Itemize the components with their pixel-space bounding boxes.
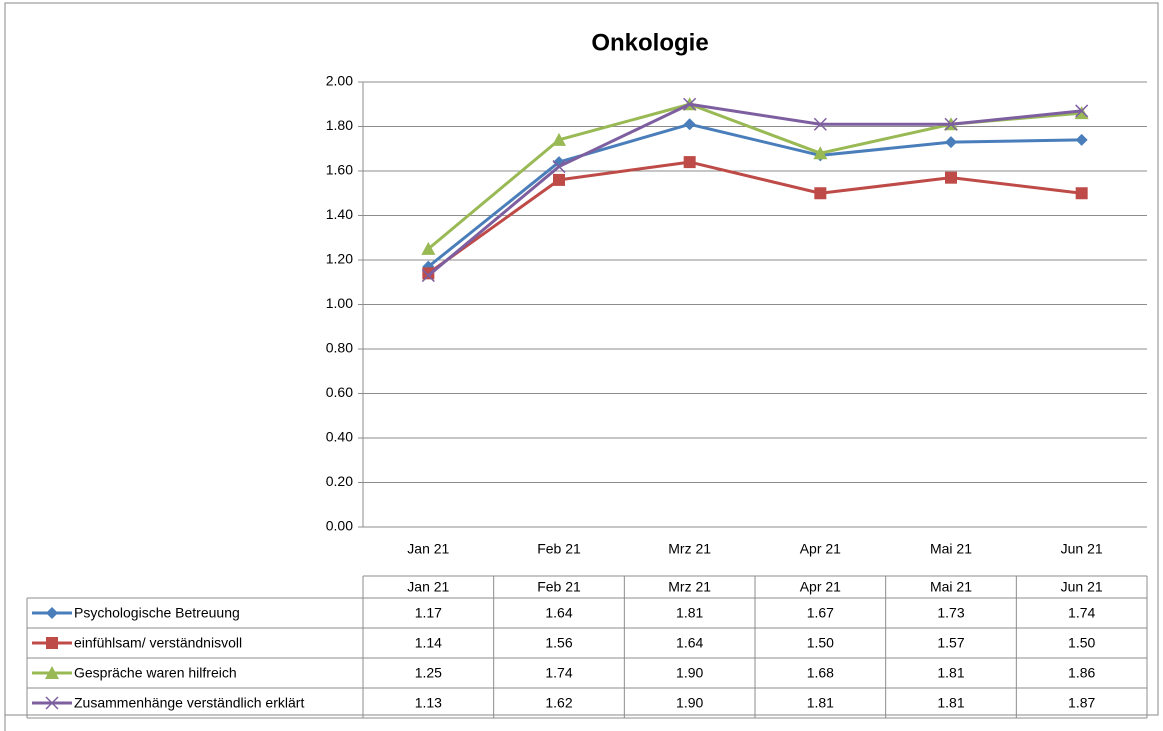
y-tick-label: 0.20	[326, 473, 353, 489]
marker	[945, 171, 957, 184]
marker	[683, 156, 696, 169]
table-header: Jun 21	[1061, 579, 1103, 595]
marker	[422, 267, 435, 280]
marker	[683, 97, 697, 111]
x-tick-label: Apr 21	[800, 541, 841, 557]
table-header: Mrz 21	[668, 579, 711, 595]
table-cell: 1.81	[676, 605, 703, 621]
x-tick-label: Jan 21	[407, 541, 449, 557]
y-tick-label: 1.00	[326, 295, 353, 311]
x-tick-label: Mrz 21	[668, 541, 711, 557]
legend-marker	[46, 637, 58, 649]
table-cell: 1.73	[937, 605, 964, 621]
marker	[813, 146, 828, 160]
legend-marker	[45, 666, 59, 679]
table-header: Apr 21	[800, 579, 841, 595]
marker	[421, 241, 436, 255]
y-tick-label: 1.20	[326, 251, 353, 267]
table-header: Mai 21	[930, 579, 972, 595]
y-tick-label: 1.80	[326, 117, 353, 133]
table-cell: 1.62	[545, 695, 572, 711]
marker	[553, 173, 565, 186]
table-cell: 1.74	[1068, 605, 1095, 621]
x-tick-label: Feb 21	[537, 541, 581, 557]
y-tick-label: 1.40	[326, 206, 353, 222]
legend-marker	[45, 696, 59, 710]
table-cell: 1.64	[676, 635, 703, 651]
table-cell: 1.90	[676, 695, 703, 711]
y-tick-label: 0.00	[326, 518, 353, 534]
y-tick-label: 1.60	[326, 162, 353, 178]
table-cell: 1.25	[415, 665, 442, 681]
x-tick-label: Mai 21	[930, 541, 972, 557]
table-cell: 1.14	[415, 635, 442, 651]
marker	[1075, 187, 1088, 200]
table-cell: 1.17	[415, 605, 442, 621]
series-line	[427, 122, 1082, 268]
table-cell: 1.74	[545, 665, 572, 681]
legend-label: Gespräche waren hilfreich	[74, 665, 237, 681]
marker	[1075, 133, 1088, 146]
table-header: Jan 21	[407, 579, 449, 595]
marker	[1075, 104, 1089, 118]
table-cell: 1.87	[1068, 695, 1095, 711]
marker	[944, 117, 958, 131]
table-cell: 1.64	[545, 605, 572, 621]
table-cell: 1.57	[937, 635, 964, 651]
x-tick-label: Jun 21	[1061, 541, 1103, 557]
chart-title: Onkologie	[591, 29, 708, 56]
table-cell: 1.13	[415, 695, 442, 711]
marker	[552, 160, 566, 174]
table-header: Feb 21	[537, 579, 581, 595]
marker	[813, 117, 827, 131]
series-line	[427, 160, 1082, 275]
table-cell: 1.68	[807, 665, 834, 681]
series-line	[427, 102, 1082, 277]
y-tick-label: 0.60	[326, 384, 353, 400]
marker	[421, 269, 435, 283]
legend-label: Zusammenhänge verständlich erklärt	[74, 695, 304, 711]
table-cell: 1.81	[937, 665, 964, 681]
table-cell: 1.81	[937, 695, 964, 711]
marker	[945, 136, 957, 149]
marker	[1074, 106, 1089, 120]
table-cell: 1.86	[1068, 665, 1095, 681]
legend-label: Psychologische Betreuung	[74, 605, 240, 621]
marker	[814, 187, 827, 200]
table-cell: 1.56	[545, 635, 572, 651]
table-cell: 1.81	[807, 695, 834, 711]
marker	[552, 132, 566, 146]
legend-label: einfühlsam/ verständnisvoll	[74, 635, 242, 651]
legend-marker	[46, 607, 58, 619]
y-tick-label: 0.40	[326, 429, 353, 445]
table-cell: 1.67	[807, 605, 834, 621]
table-cell: 1.50	[807, 635, 834, 651]
y-tick-label: 0.80	[326, 340, 353, 356]
y-tick-label: 2.00	[326, 73, 353, 89]
marker	[683, 118, 696, 131]
table-cell: 1.50	[1068, 635, 1095, 651]
table-cell: 1.90	[676, 665, 703, 681]
